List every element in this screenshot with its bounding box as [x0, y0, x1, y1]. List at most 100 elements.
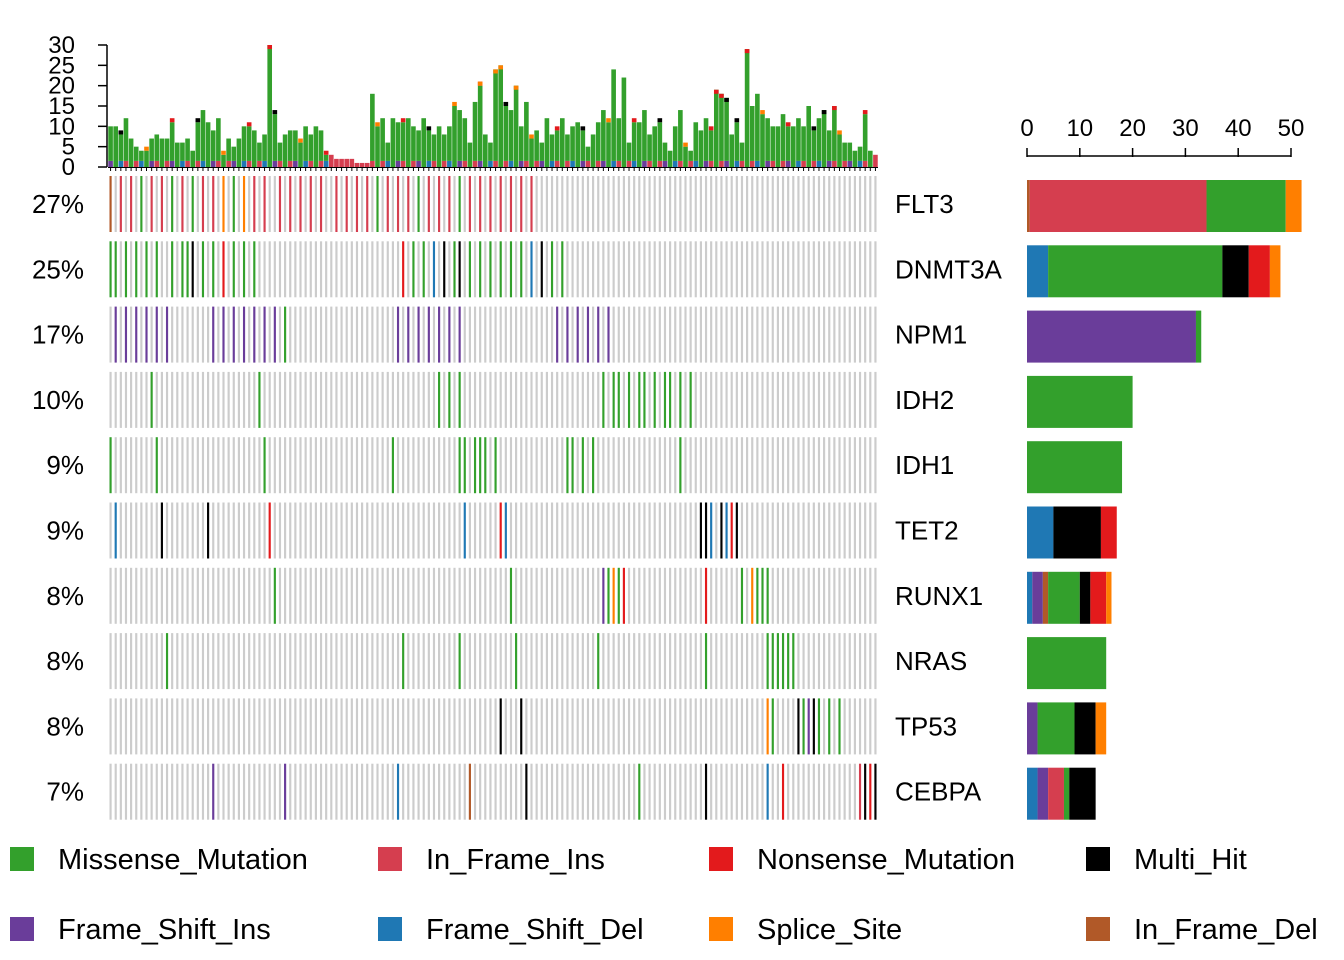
- empty-cell: [838, 371, 841, 428]
- empty-cell: [653, 567, 656, 624]
- empty-cell: [530, 437, 533, 494]
- empty-cell: [684, 371, 687, 428]
- empty-cell: [263, 633, 266, 690]
- empty-cell: [284, 437, 287, 494]
- tmb-stack: [621, 77, 627, 168]
- empty-cell: [550, 306, 554, 363]
- empty-cell: [566, 698, 569, 755]
- tmb-segment: [303, 126, 308, 161]
- percentage-label: 7%: [46, 777, 84, 807]
- tmb-stack: [257, 142, 262, 167]
- tmb-stack: [303, 126, 308, 167]
- legend-swatch: [10, 917, 34, 941]
- empty-cell: [258, 502, 261, 559]
- empty-cell: [330, 176, 333, 232]
- mutation-cell: [427, 306, 430, 363]
- mutation-cell: [766, 633, 769, 690]
- empty-cell: [776, 567, 779, 624]
- empty-cell: [556, 437, 559, 494]
- empty-cell: [489, 502, 492, 559]
- count-bar-tet2: [1027, 506, 1117, 559]
- empty-cell: [124, 437, 128, 494]
- empty-cell: [278, 567, 282, 624]
- empty-cell: [694, 176, 697, 232]
- tmb-segment: [447, 126, 452, 161]
- empty-cell: [248, 698, 251, 755]
- empty-cell: [699, 567, 702, 624]
- tmb-segment: [282, 134, 288, 167]
- legend-item: Splice_Site: [709, 914, 902, 946]
- empty-cell: [520, 633, 523, 690]
- mutation-cell: [704, 763, 708, 820]
- empty-cell: [787, 176, 790, 232]
- tmb-stack: [380, 118, 385, 167]
- empty-cell: [694, 567, 697, 624]
- empty-cell: [361, 698, 364, 755]
- tmb-segment: [724, 160, 729, 167]
- empty-cell: [361, 633, 364, 690]
- empty-cell: [715, 698, 718, 755]
- empty-cell: [540, 698, 543, 755]
- gene-label: CEBPA: [895, 777, 982, 807]
- empty-cell: [196, 567, 199, 624]
- empty-cell: [438, 502, 441, 559]
- empty-cell: [679, 633, 682, 690]
- empty-cell: [371, 306, 374, 363]
- empty-cell: [309, 241, 312, 298]
- empty-cell: [607, 437, 610, 494]
- empty-cell: [422, 698, 425, 755]
- empty-cell: [792, 176, 795, 232]
- empty-cell: [371, 371, 374, 428]
- empty-cell: [746, 437, 749, 494]
- empty-cell: [602, 437, 605, 494]
- tmb-segment: [785, 160, 791, 167]
- tmb-segment: [216, 160, 221, 167]
- empty-cell: [540, 176, 543, 232]
- empty-cell: [412, 698, 415, 755]
- empty-cell: [643, 633, 646, 690]
- tmb-stack: [226, 138, 231, 167]
- empty-cell: [684, 763, 687, 820]
- empty-cell: [756, 241, 759, 298]
- empty-cell: [761, 502, 764, 559]
- empty-cell: [658, 306, 661, 363]
- tmb-segment: [452, 106, 457, 167]
- legend-label: Splice_Site: [757, 914, 902, 946]
- legend-label: Nonsense_Mutation: [757, 844, 1015, 876]
- empty-cell: [853, 567, 856, 624]
- empty-cell: [319, 437, 323, 494]
- tmb-segment: [251, 130, 257, 167]
- tmb-segment: [205, 122, 211, 167]
- empty-cell: [843, 567, 846, 624]
- empty-cell: [751, 763, 754, 820]
- empty-cell: [725, 306, 728, 363]
- empty-cell: [781, 371, 785, 428]
- empty-cell: [848, 763, 851, 820]
- matrix-row-idh2: [109, 371, 877, 428]
- empty-cell: [679, 306, 682, 363]
- empty-cell: [715, 306, 718, 363]
- empty-cell: [499, 567, 502, 624]
- percentage-label: 25%: [32, 254, 84, 284]
- empty-cell: [217, 502, 220, 559]
- tmb-segment: [524, 101, 529, 161]
- mutation-cell: [638, 763, 641, 820]
- empty-cell: [648, 633, 651, 690]
- empty-cell: [325, 567, 328, 624]
- empty-cell: [843, 371, 846, 428]
- empty-cell: [520, 437, 523, 494]
- empty-cell: [376, 502, 379, 559]
- empty-cell: [314, 567, 317, 624]
- empty-cell: [740, 306, 744, 363]
- mutation-cell: [242, 241, 246, 298]
- empty-cell: [597, 241, 600, 298]
- mutation-cell: [869, 763, 872, 820]
- empty-cell: [669, 633, 672, 690]
- empty-cell: [704, 437, 708, 494]
- empty-cell: [509, 502, 513, 559]
- empty-cell: [540, 437, 543, 494]
- empty-cell: [309, 437, 312, 494]
- empty-cell: [463, 633, 466, 690]
- empty-cell: [119, 567, 122, 624]
- empty-cell: [355, 567, 359, 624]
